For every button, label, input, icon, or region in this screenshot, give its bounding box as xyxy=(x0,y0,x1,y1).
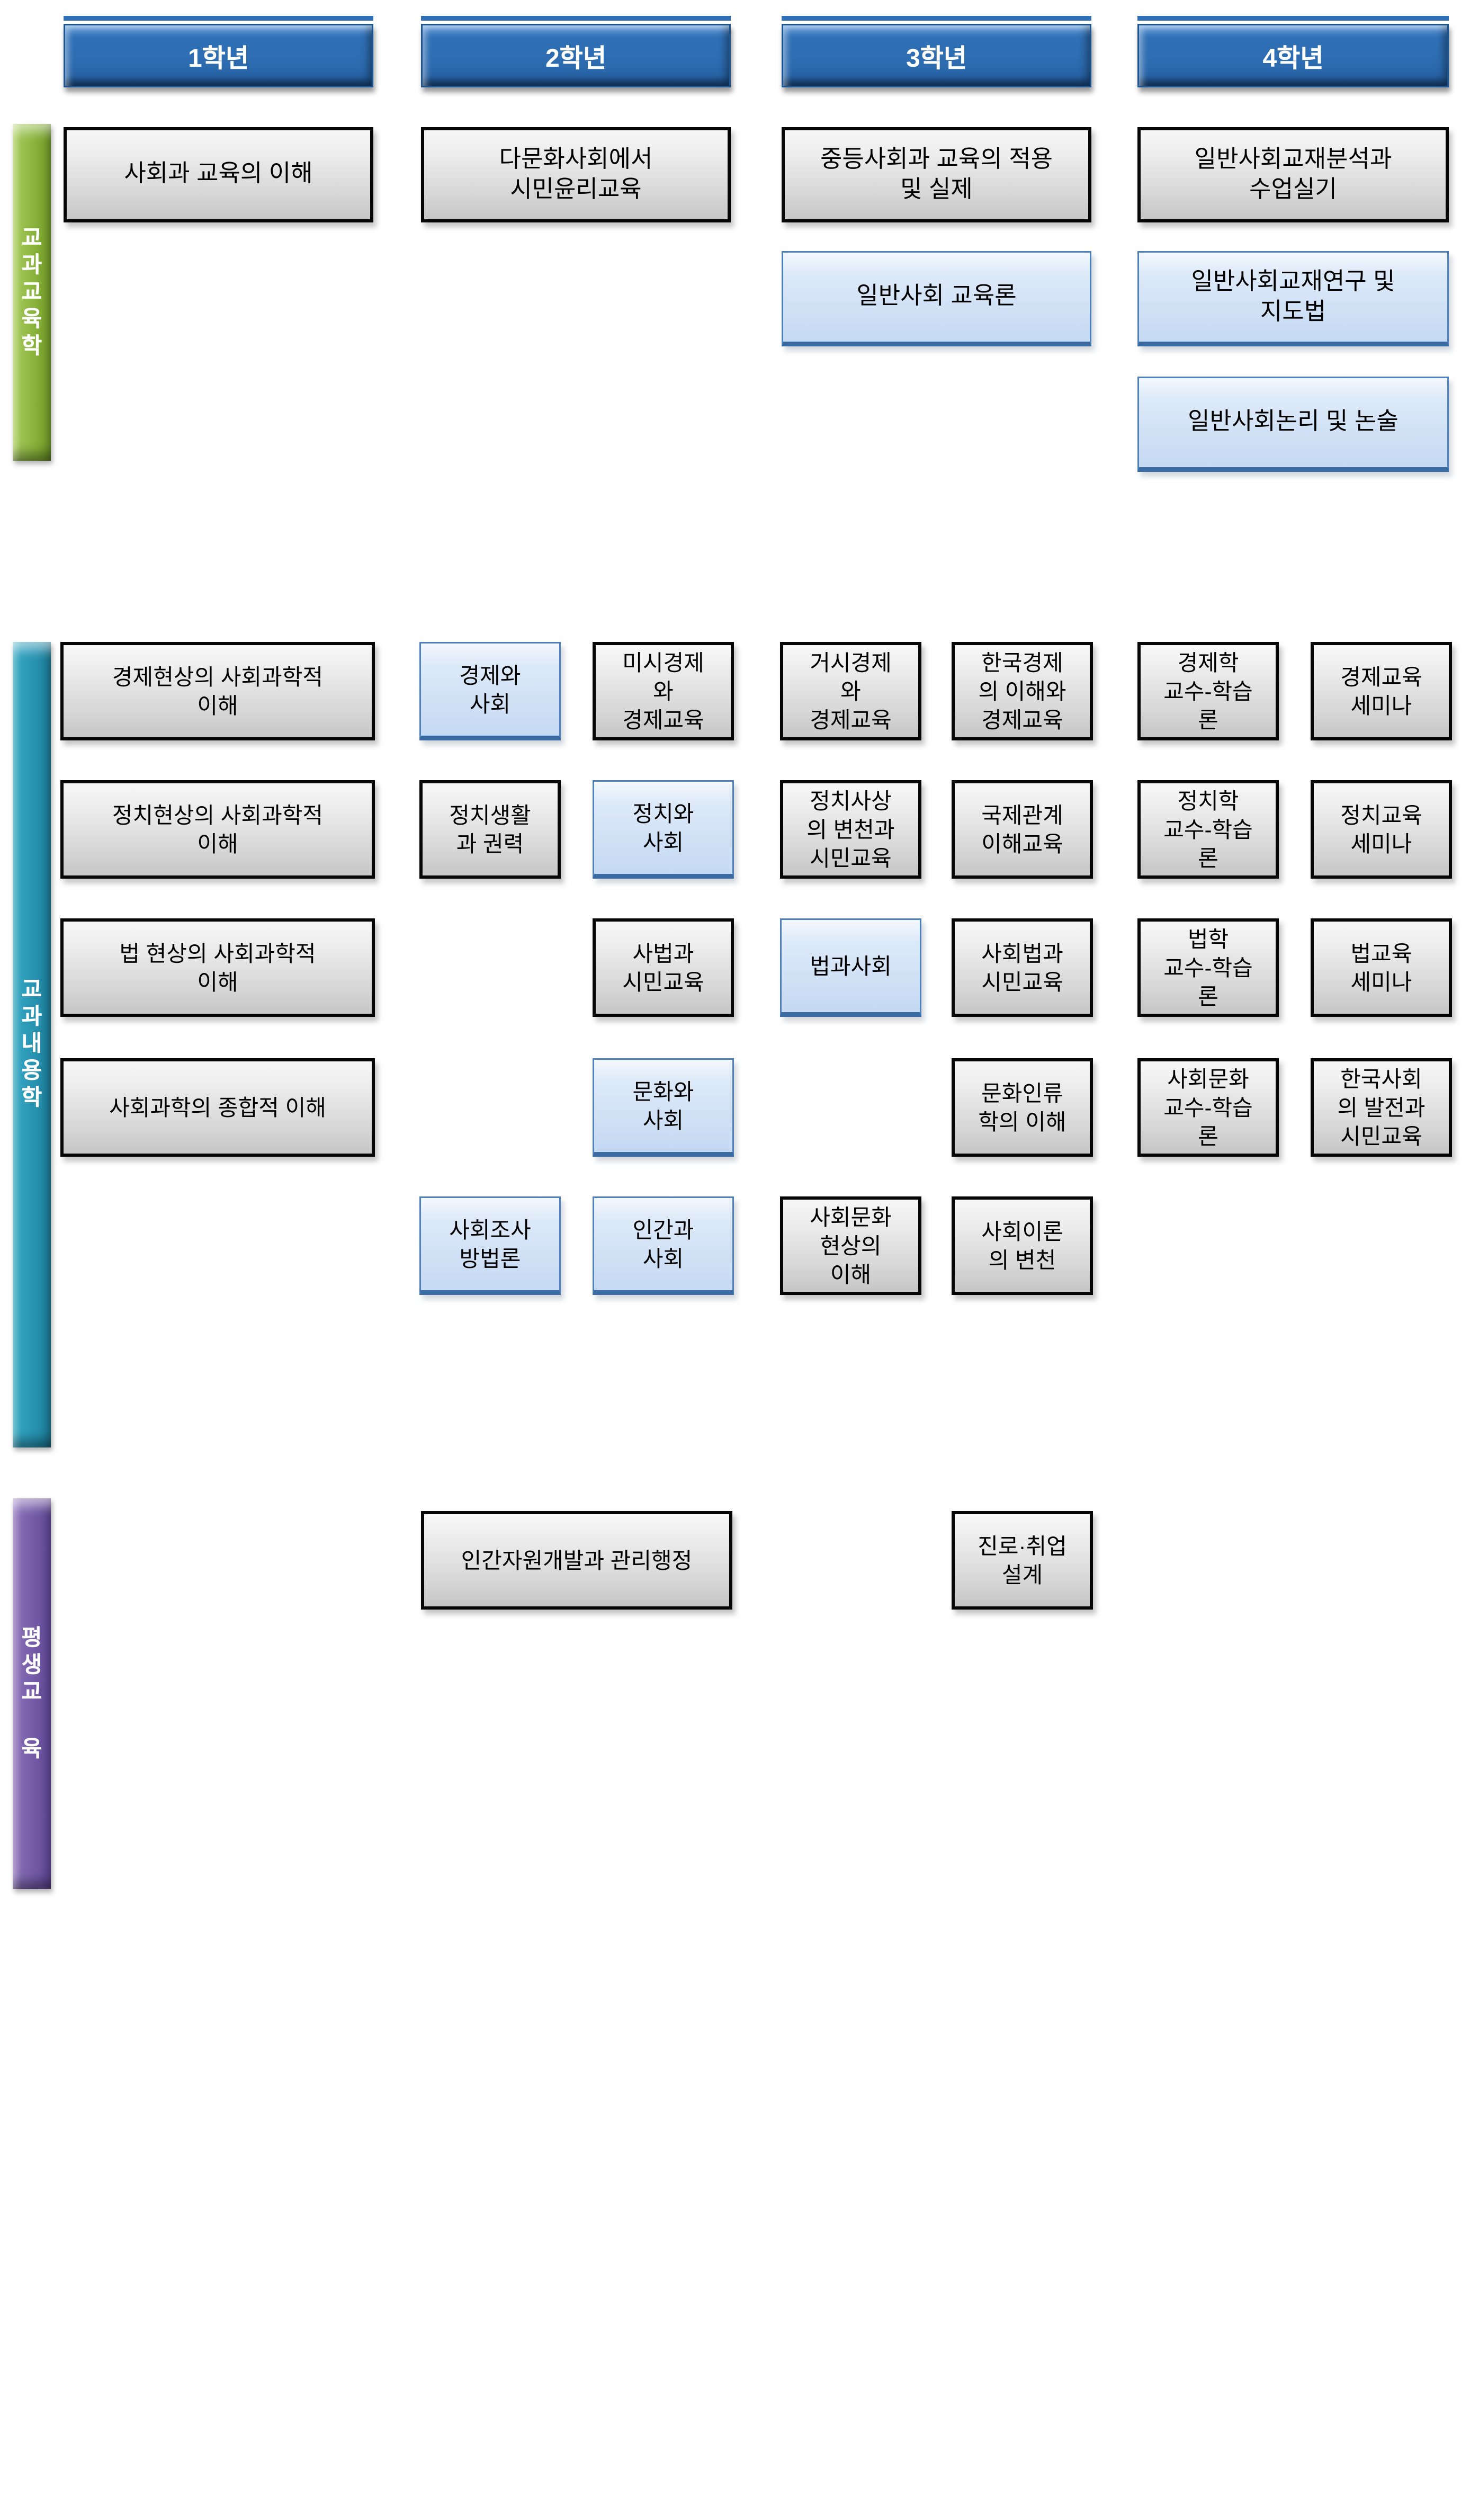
course-box: 중등사회과 교육의 적용 및 실제 xyxy=(782,127,1091,222)
course-box: 사회조사 방법론 xyxy=(419,1196,561,1295)
course-box: 사법과 시민교육 xyxy=(593,918,734,1017)
course-box: 미시경제 와 경제교육 xyxy=(593,642,734,740)
category-bar-label: 교과교육학 xyxy=(19,225,44,360)
course-box: 사회문화 교수-학습 론 xyxy=(1137,1058,1279,1157)
year-header-4: 4학년 xyxy=(1137,24,1449,87)
course-box: 경제교육 세미나 xyxy=(1311,642,1452,740)
course-box: 국제관계 이해교육 xyxy=(952,780,1093,879)
course-box: 경제학 교수-학습 론 xyxy=(1137,642,1279,740)
course-box: 정치학 교수-학습 론 xyxy=(1137,780,1279,879)
year-header-accent-2 xyxy=(421,16,731,21)
category-bar-label: 교과내용학 xyxy=(19,977,44,1112)
category-bar-lifelong-education: 평생교 육 xyxy=(13,1498,51,1889)
course-box: 경제현상의 사회과학적 이해 xyxy=(60,642,375,740)
course-box: 사회문화 현상의 이해 xyxy=(780,1196,921,1295)
category-bar-subject-content: 교과내용학 xyxy=(13,642,51,1447)
course-box: 정치교육 세미나 xyxy=(1311,780,1452,879)
course-box: 진로·취업 설계 xyxy=(952,1511,1093,1610)
course-box: 인간자원개발과 관리행정 xyxy=(421,1511,732,1610)
year-header-accent-1 xyxy=(64,16,373,21)
year-header-2: 2학년 xyxy=(421,24,731,87)
course-box: 일반사회 교육론 xyxy=(782,251,1091,346)
course-box: 경제와 사회 xyxy=(419,642,561,740)
year-header-accent-4 xyxy=(1137,16,1449,21)
course-box: 문화인류 학의 이해 xyxy=(952,1058,1093,1157)
category-bar-subject-pedagogy: 교과교육학 xyxy=(13,124,51,461)
course-box: 거시경제 와 경제교육 xyxy=(780,642,921,740)
course-box: 법교육 세미나 xyxy=(1311,918,1452,1017)
course-box: 사회과 교육의 이해 xyxy=(64,127,373,222)
course-box: 법과사회 xyxy=(780,918,921,1017)
course-box: 인간과 사회 xyxy=(593,1196,734,1295)
year-header-1: 1학년 xyxy=(64,24,373,87)
course-box: 법학 교수-학습 론 xyxy=(1137,918,1279,1017)
course-box: 정치생활 과 권력 xyxy=(419,780,561,879)
course-box: 한국사회 의 발전과 시민교육 xyxy=(1311,1058,1452,1157)
course-box: 정치현상의 사회과학적 이해 xyxy=(60,780,375,879)
course-box: 다문화사회에서 시민윤리교육 xyxy=(421,127,731,222)
course-box: 사회법과 시민교육 xyxy=(952,918,1093,1017)
course-box: 법 현상의 사회과학적 이해 xyxy=(60,918,375,1017)
course-box: 정치사상 의 변천과 시민교육 xyxy=(780,780,921,879)
category-bar-label: 평생교 육 xyxy=(19,1624,44,1763)
course-box: 사회과학의 종합적 이해 xyxy=(60,1058,375,1157)
course-box: 문화와 사회 xyxy=(593,1058,734,1157)
course-box: 정치와 사회 xyxy=(593,780,734,879)
course-box: 한국경제 의 이해와 경제교육 xyxy=(952,642,1093,740)
course-box: 사회이론 의 변천 xyxy=(952,1196,1093,1295)
year-header-3: 3학년 xyxy=(782,24,1091,87)
course-box: 일반사회교재연구 및 지도법 xyxy=(1137,251,1449,346)
course-box: 일반사회교재분석과 수업실기 xyxy=(1137,127,1449,222)
course-box: 일반사회논리 및 논술 xyxy=(1137,377,1449,472)
year-header-accent-3 xyxy=(782,16,1091,21)
